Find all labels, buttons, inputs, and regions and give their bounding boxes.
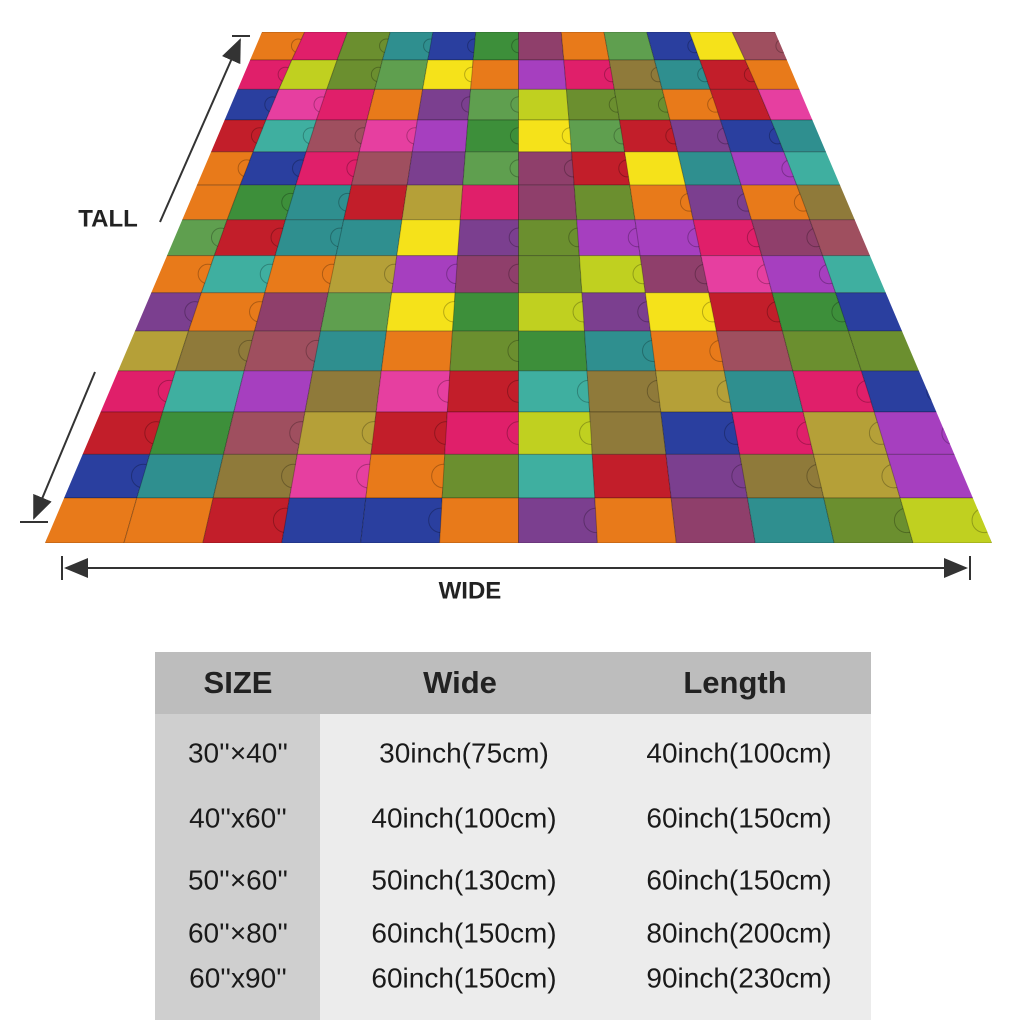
puzzle-piece xyxy=(823,497,914,543)
puzzle-piece xyxy=(746,497,835,543)
blanket-pattern xyxy=(45,32,992,543)
dimension-arrow xyxy=(33,371,96,520)
puzzle-knob xyxy=(896,301,918,323)
puzzle-piece xyxy=(439,497,519,543)
puzzle-piece xyxy=(860,370,947,413)
puzzle-piece xyxy=(899,497,992,543)
table-header-cell: SIZE xyxy=(204,665,273,700)
puzzle-piece xyxy=(781,330,863,372)
puzzle-piece xyxy=(281,497,367,543)
table-header-cell: Wide xyxy=(423,665,497,700)
puzzle-piece xyxy=(374,59,429,90)
puzzle-piece xyxy=(366,88,424,121)
puzzle-piece xyxy=(45,497,138,543)
puzzle-piece xyxy=(518,497,598,543)
dimension-arrow xyxy=(159,38,241,223)
puzzle-knob xyxy=(820,127,838,145)
table-text: SIZE Wide Length 30''×40'' 30inch(75cm) 40inc… xyxy=(188,665,832,993)
puzzle-piece xyxy=(624,151,687,186)
puzzle-piece xyxy=(233,370,314,413)
puzzle-piece xyxy=(560,32,610,61)
tall-label: TALL xyxy=(78,205,138,232)
puzzle-knob xyxy=(926,379,950,403)
puzzle-piece xyxy=(518,88,570,121)
puzzle-piece xyxy=(518,32,565,61)
puzzle-piece xyxy=(821,255,900,294)
puzzle-knob xyxy=(865,227,886,248)
puzzle-piece xyxy=(253,292,329,332)
puzzle-knob xyxy=(971,507,992,534)
puzzle-piece xyxy=(441,453,519,499)
puzzle-piece xyxy=(411,119,469,153)
puzzle-piece xyxy=(136,453,225,499)
puzzle-piece xyxy=(603,32,656,61)
table-cell: 40inch(100cm) xyxy=(371,802,556,833)
table-header xyxy=(155,652,871,714)
puzzle-piece xyxy=(470,59,519,90)
puzzle-piece xyxy=(589,411,667,455)
puzzle-piece xyxy=(518,330,588,372)
puzzle-piece xyxy=(518,59,567,90)
puzzle-piece xyxy=(380,330,454,372)
puzzle-piece xyxy=(677,151,742,186)
table-cell: 80inch(200cm) xyxy=(646,917,831,948)
puzzle-piece xyxy=(809,219,885,257)
puzzle-piece xyxy=(518,184,578,221)
puzzle-piece xyxy=(723,370,804,413)
puzzle-piece xyxy=(335,219,403,257)
puzzle-piece xyxy=(834,292,916,332)
puzzle-piece xyxy=(149,411,235,455)
puzzle-piece xyxy=(670,497,756,543)
puzzle-piece xyxy=(451,292,519,332)
puzzle-piece xyxy=(796,184,869,221)
puzzle-piece xyxy=(343,184,408,221)
puzzle-piece xyxy=(715,330,794,372)
table-cell: 60inch(150cm) xyxy=(646,864,831,895)
table-header-cell: Length xyxy=(683,665,786,700)
puzzle-knob xyxy=(941,421,966,445)
puzzle-knob xyxy=(881,263,902,285)
puzzle-knob xyxy=(775,38,791,54)
puzzle-piece xyxy=(847,330,931,372)
puzzle-piece xyxy=(304,370,382,413)
puzzle-piece xyxy=(591,453,672,499)
puzzle-piece xyxy=(406,151,466,186)
puzzle-piece xyxy=(202,497,291,543)
puzzle-piece xyxy=(106,330,190,372)
table-body xyxy=(320,714,871,1020)
wide-label: WIDE xyxy=(439,577,502,604)
table-cell: 60inch(150cm) xyxy=(646,802,831,833)
table-cell: 50''×60'' xyxy=(188,864,288,895)
puzzle-piece xyxy=(518,453,596,499)
table-cell: 30''×40'' xyxy=(188,737,288,768)
table-cell: 30inch(75cm) xyxy=(379,737,549,768)
table-cell: 40inch(100cm) xyxy=(646,737,831,768)
puzzle-piece xyxy=(360,497,443,543)
puzzle-piece xyxy=(161,370,245,413)
table-cell: 60''x90'' xyxy=(189,962,287,993)
table-cell: 50inch(130cm) xyxy=(371,864,556,895)
puzzle-piece xyxy=(396,219,461,257)
puzzle-piece xyxy=(518,255,583,294)
table-cell: 90inch(230cm) xyxy=(646,962,831,993)
puzzle-piece xyxy=(459,184,519,221)
table-cell: 60inch(150cm) xyxy=(371,917,556,948)
puzzle-piece xyxy=(873,411,962,455)
puzzle-piece xyxy=(123,497,214,543)
puzzle-piece xyxy=(312,330,388,372)
table-cell: 60''×80'' xyxy=(188,917,288,948)
puzzle-piece xyxy=(350,151,413,186)
puzzle-piece xyxy=(319,292,393,332)
puzzle-piece xyxy=(573,184,636,221)
table-cell: 40''x60'' xyxy=(189,802,287,833)
puzzle-piece xyxy=(594,497,677,543)
table-cell: 60inch(150cm) xyxy=(371,962,556,993)
puzzle-piece xyxy=(401,184,464,221)
puzzle-piece xyxy=(315,88,376,121)
puzzle-piece xyxy=(886,453,978,499)
puzzle-knob xyxy=(850,192,870,212)
